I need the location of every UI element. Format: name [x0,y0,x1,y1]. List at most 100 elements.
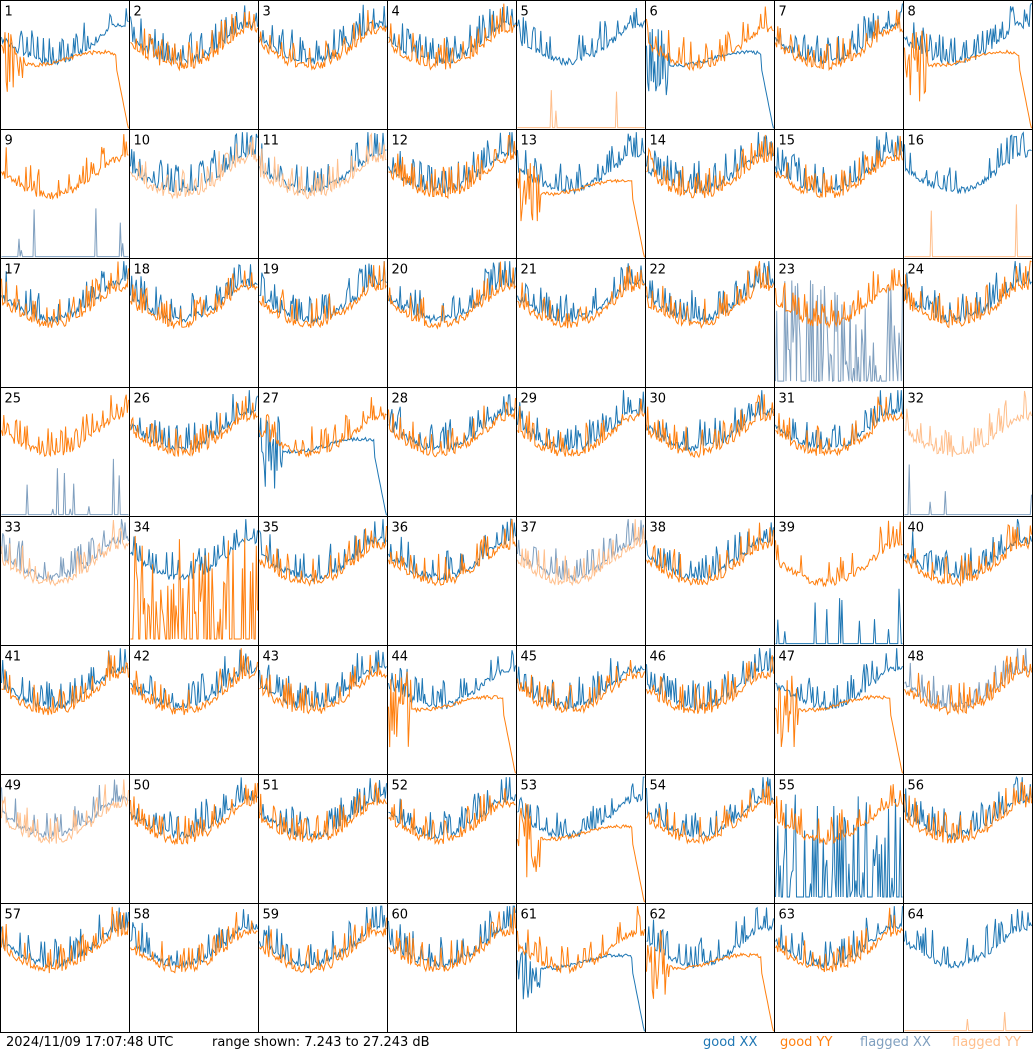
series-yy-31 [775,396,903,457]
panel-frame [516,387,646,517]
series-yy-14 [646,134,774,199]
panel-2: 2 [129,0,259,130]
panel-39: 39 [774,516,904,646]
series-yy-27 [259,397,387,459]
footer: 2024/11/09 17:07:48 UTC range shown: 7.2… [0,1033,1033,1053]
panel-label: 34 [134,521,151,536]
panel-frame [0,0,130,130]
panel-label: 49 [5,779,22,794]
series-yy-54 [646,781,774,845]
series-xx-16 [904,131,1032,195]
panel-label: 7 [779,5,787,20]
panel-label: 62 [650,908,667,923]
series-yy-59 [259,917,387,974]
series-xx-64 [904,909,1032,969]
panel-label: 5 [521,5,529,20]
series-xx-17 [1,261,129,325]
series-yy-42 [130,648,258,716]
panel-label: 29 [521,392,538,407]
panel-49: 49 [0,774,130,904]
panel-5: 5 [516,0,646,130]
panel-22: 22 [645,258,775,388]
series-yy-64 [904,1011,1032,1032]
panel-label: 23 [779,263,796,278]
panel-50: 50 [129,774,259,904]
series-xx-6 [646,28,774,129]
panel-label: 61 [521,908,538,923]
panel-17: 17 [0,258,130,388]
panel-18: 18 [129,258,259,388]
panel-frame [258,774,388,904]
panel-46: 46 [645,645,775,775]
panel-33: 33 [0,516,130,646]
panel-label: 55 [779,779,796,794]
panel-12: 12 [387,129,517,259]
series-yy-32 [904,390,1032,457]
panel-frame [387,129,517,259]
panel-frame [129,387,259,517]
panel-label: 64 [908,908,925,923]
panel-label: 44 [392,650,409,665]
series-xx-2 [130,5,258,67]
series-yy-26 [130,396,258,457]
panel-63: 63 [774,903,904,1033]
series-xx-8 [904,2,1032,66]
panel-label: 47 [779,650,796,665]
panel-55: 55 [774,774,904,904]
panel-62: 62 [645,903,775,1033]
panel-label: 22 [650,263,667,278]
series-xx-30 [646,390,774,453]
panel-9: 9 [0,129,130,259]
panel-label: 21 [521,263,538,278]
series-yy-38 [646,522,774,586]
panel-label: 11 [263,134,280,149]
panel-label: 9 [5,134,13,149]
series-yy-53 [517,803,645,903]
series-yy-60 [388,907,516,973]
series-xx-59 [259,905,387,969]
panel-10: 10 [129,129,259,259]
series-yy-36 [388,519,516,587]
panel-27: 27 [258,387,388,517]
series-yy-10 [130,136,258,200]
panel-label: 3 [263,5,271,20]
panel-label: 43 [263,650,280,665]
panel-label: 10 [134,134,151,149]
panel-51: 51 [258,774,388,904]
panel-frame [0,516,130,646]
series-yy-40 [904,524,1032,587]
series-yy-3 [259,9,387,71]
series-yy-4 [388,3,516,71]
panel-4: 4 [387,0,517,130]
panel-frame [903,258,1033,388]
panel-13: 13 [516,129,646,259]
series-yy-41 [1,651,129,716]
panel-54: 54 [645,774,775,904]
series-xx-32 [904,464,1032,516]
series-yy-35 [259,525,387,587]
panel-36: 36 [387,516,517,646]
panel-frame [645,129,775,259]
series-xx-5 [517,7,645,67]
panel-64: 64 [903,903,1033,1033]
panel-label: 52 [392,779,409,794]
series-yy-8 [904,30,1032,129]
panel-frame [387,903,517,1033]
panel-31: 31 [774,387,904,517]
panel-label: 60 [392,908,409,923]
panel-56: 56 [903,774,1033,904]
panel-label: 45 [521,650,538,665]
series-yy-18 [130,270,258,330]
series-yy-9 [1,134,129,201]
panel-frame [258,645,388,775]
series-xx-61 [517,942,645,1032]
series-yy-50 [130,783,258,846]
panel-15: 15 [774,129,904,259]
panel-frame [516,903,646,1033]
panel-label: 24 [908,263,925,278]
legend-good-xx: good XX [703,1035,758,1050]
panel-label: 41 [5,650,22,665]
panel-6: 6 [645,0,775,130]
panel-label: 51 [263,779,280,794]
panel-label: 56 [908,779,925,794]
